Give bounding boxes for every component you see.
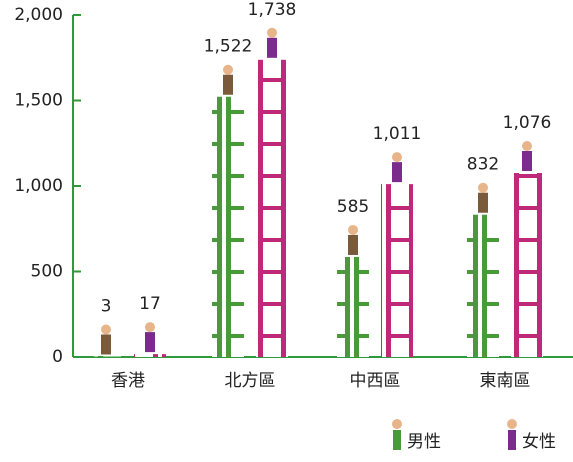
figure-head [145,322,155,333]
figure-head [223,64,233,75]
figure [392,162,402,183]
legend-head [392,419,402,429]
bar [337,256,369,357]
bar [381,184,413,357]
figure-head [267,27,277,38]
figure-head [348,224,358,235]
figure [101,334,111,355]
figure-head [101,324,111,335]
value-label: 832 [467,155,499,175]
figure [522,151,532,172]
figure-head [392,152,402,163]
y-tick-label: 500 [31,262,63,282]
x-tick-label: 北方區 [225,371,276,391]
legend-label: 男性 [407,432,441,452]
legend-label: 女性 [522,432,556,452]
legend-head [507,419,517,429]
value-label: 1,738 [248,0,297,20]
bar [90,356,122,357]
y-tick-label: 2,000 [14,5,63,25]
y-tick-label: 0 [52,347,63,367]
legend-swatch [508,430,516,450]
bar [134,354,166,357]
figure [267,37,277,58]
figure [348,234,358,255]
figure [478,192,488,213]
legend-swatch [393,430,401,450]
value-label: 1,011 [373,124,422,144]
y-tick-label: 1,000 [14,176,63,196]
bar [256,59,288,357]
bar [511,173,543,357]
x-tick-label: 中西區 [350,371,401,391]
value-label: 3 [101,296,112,316]
bar [467,214,499,357]
x-tick-label: 香港 [111,371,145,391]
y-tick-label: 1,500 [14,91,63,111]
bar [212,96,244,357]
value-label: 585 [337,197,369,217]
figure-head [478,182,488,193]
figure [223,74,233,95]
x-tick-label: 東南區 [480,371,531,391]
figure [145,332,155,353]
figure-head [522,141,532,152]
value-label: 17 [139,294,161,314]
value-label: 1,522 [204,37,253,57]
value-label: 1,076 [503,113,552,133]
